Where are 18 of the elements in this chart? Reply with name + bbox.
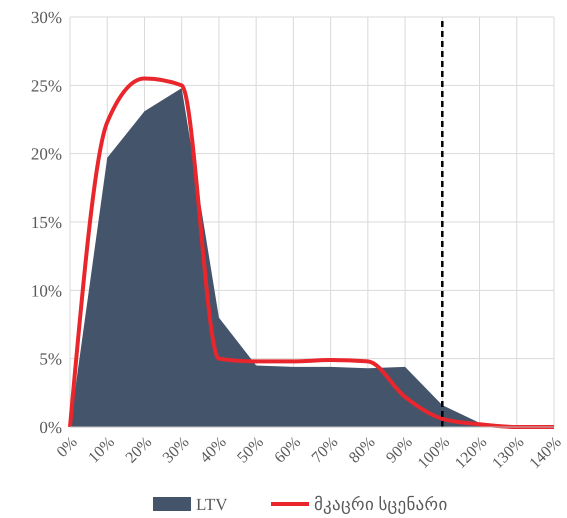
y-tick-label: 5% bbox=[39, 350, 62, 369]
legend-label: LTV bbox=[196, 494, 228, 514]
x-tick-label: 70% bbox=[308, 434, 342, 467]
y-tick-label: 25% bbox=[30, 76, 62, 96]
x-tick-label: 10% bbox=[85, 434, 118, 467]
x-tick-label: 30% bbox=[160, 434, 192, 467]
y-tick-label: 30% bbox=[30, 8, 62, 27]
y-tick-label: 20% bbox=[30, 144, 62, 164]
y-tick-label: 0% bbox=[39, 418, 62, 437]
x-tick-label: 60% bbox=[271, 434, 304, 467]
legend-label: მკაცრი სცენარი bbox=[314, 494, 448, 515]
x-tick-label: 20% bbox=[122, 434, 156, 467]
y-tick-label: 15% bbox=[30, 212, 62, 232]
y-tick-label: 10% bbox=[30, 281, 62, 300]
x-tick-label: 90% bbox=[383, 434, 416, 467]
x-tick-label: 40% bbox=[196, 434, 230, 467]
x-tick-label: 80% bbox=[346, 434, 379, 467]
x-tick-label: 50% bbox=[234, 434, 267, 467]
